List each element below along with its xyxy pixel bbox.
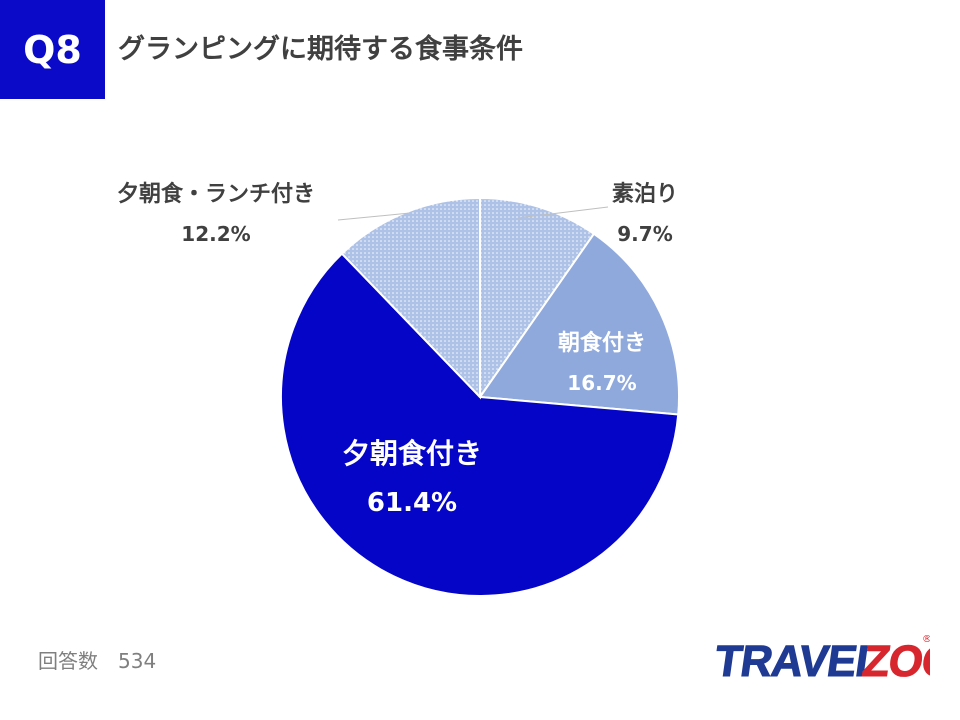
question-badge: Q8	[0, 0, 105, 99]
response-count: 回答数 534	[38, 649, 157, 673]
slice-label: 夕朝食付き	[342, 437, 482, 470]
page-title: グランピングに期待する食事条件	[118, 34, 523, 65]
slice-label: 朝食付き	[558, 330, 646, 356]
slice-value-label: 12.2%	[181, 222, 250, 246]
travelzoo-logo: TRAVEL ZOO ®	[711, 634, 930, 686]
logo-registered-mark: ®	[922, 634, 930, 645]
slice-label: 素泊り	[612, 181, 678, 207]
logo-travel-text: TRAVEL	[712, 637, 886, 686]
leader-line	[337, 212, 411, 221]
slice-label: 夕朝食・ランチ付き	[117, 181, 315, 207]
leader-line	[517, 206, 609, 219]
slice-sudomari	[479, 196, 596, 401]
slice-value-label: 16.7%	[567, 371, 636, 395]
logo-zoo-text: ZOO	[860, 637, 930, 686]
slice-value-label: 61.4%	[367, 488, 457, 518]
slice-dinner-breakfast-lunch	[340, 196, 481, 400]
slice-dinner-breakfast	[280, 252, 680, 597]
slice-breakfast	[478, 232, 680, 416]
slice-value-label: 9.7%	[617, 222, 672, 246]
